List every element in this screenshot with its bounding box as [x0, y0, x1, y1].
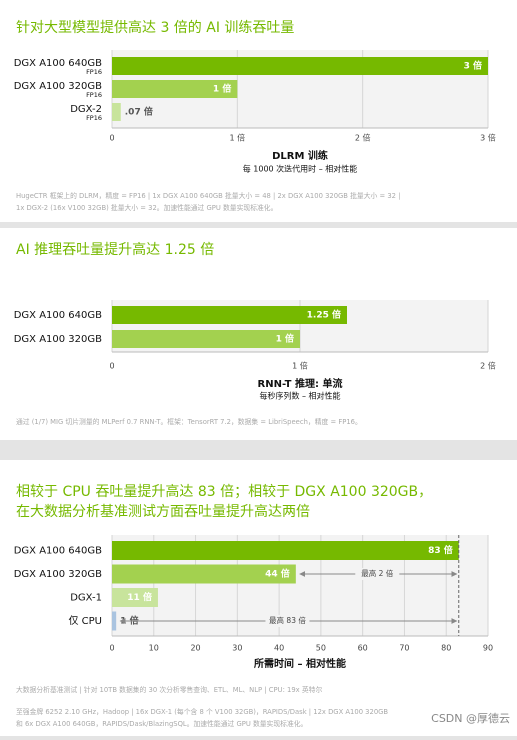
value-label: 44 倍	[265, 568, 290, 580]
x-tick-label: 2 倍	[355, 133, 371, 143]
footnote: 至强金牌 6252 2.10 GHz，Hadoop | 16x DGX-1 (每…	[16, 707, 388, 716]
category-label: DGX A100 640GB	[14, 58, 102, 69]
x-axis-sublabel: 每秒序列数 – 相对性能	[259, 391, 340, 401]
category-label: 仅 CPU	[68, 615, 102, 627]
category-label: DGX A100 320GB	[14, 569, 102, 580]
chart-title: 在大数据分析基准测试方面吞吐量提升高达两倍	[16, 503, 310, 520]
value-label: 1 倍	[276, 333, 294, 345]
footnote: 通过 (1/7) MIG 切片测量的 MLPerf 0.7 RNN-T。框架：T…	[16, 417, 362, 426]
category-note: FP16	[86, 114, 102, 122]
category-note: FP16	[86, 91, 102, 99]
footnote: 大数据分析基准测试 | 针对 10TB 数据集的 30 次分析零售查询、ETL、…	[16, 685, 322, 694]
bar	[112, 611, 117, 631]
annotation-bg	[355, 568, 400, 580]
value-label: 1 倍	[213, 83, 231, 95]
x-axis-label: 所需时间 – 相对性能	[254, 657, 346, 670]
x-tick-label: 70	[399, 644, 409, 653]
category-note: FP16	[86, 68, 102, 76]
x-tick-label: 80	[441, 644, 451, 653]
bar	[112, 306, 347, 324]
x-tick-label: 1 倍	[230, 133, 246, 143]
value-label: 83 倍	[428, 544, 453, 556]
value-label: .07 倍	[125, 106, 153, 118]
x-tick-label: 40	[274, 644, 284, 653]
value-label: 11 倍	[127, 591, 152, 603]
x-tick-label: 2 倍	[480, 361, 496, 371]
bar	[112, 103, 121, 121]
x-tick-label: 0	[109, 362, 114, 371]
bar	[112, 541, 459, 560]
category-label: DGX-1	[70, 593, 102, 604]
value-label: 1.25 倍	[307, 309, 341, 321]
bar	[112, 588, 158, 607]
x-axis-label: DLRM 训练	[272, 149, 328, 162]
annotation: 最高 83 倍	[269, 615, 306, 625]
chart-title: AI 推理吞吐量提升高达 1.25 倍	[16, 241, 214, 258]
category-label: DGX A100 640GB	[14, 546, 102, 557]
x-tick-label: 1 倍	[292, 361, 308, 371]
annotation: 最高 2 倍	[361, 568, 394, 578]
category-label: DGX A100 320GB	[14, 334, 102, 345]
bar	[112, 80, 238, 98]
footnote: 1x DGX-2 (16x V100 32GB) 批量大小 = 32。加速性能通…	[16, 203, 277, 212]
x-tick-label: 90	[483, 644, 493, 653]
footnote: HugeCTR 框架上的 DLRM，精度 = FP16 | 1x DGX A10…	[16, 191, 400, 200]
annotation-bg	[265, 615, 310, 627]
category-label: DGX A100 320GB	[14, 81, 102, 92]
x-tick-label: 30	[232, 644, 242, 653]
bar	[112, 57, 488, 75]
x-tick-label: 20	[190, 644, 200, 653]
x-tick-label: 10	[149, 644, 159, 653]
bar	[112, 564, 296, 584]
footnote: 和 6x DGX A100 640GB，RAPIDS/Dask/BlazingS…	[16, 719, 307, 728]
category-label: DGX A100 640GB	[14, 310, 102, 321]
bar	[112, 330, 300, 348]
category-label: DGX-2	[70, 104, 102, 115]
chart-title: 相较于 CPU 吞吐量提升高达 83 倍；相较于 DGX A100 320GB，	[16, 483, 432, 500]
x-tick-label: 0	[109, 644, 114, 653]
x-axis-sublabel: 每 1000 次迭代用时 – 相对性能	[243, 164, 358, 174]
chart-title: 针对大型模型提供高达 3 倍的 AI 训练吞吐量	[16, 19, 294, 36]
x-tick-label: 50	[316, 644, 326, 653]
value-label: 3 倍	[464, 60, 482, 72]
x-tick-label: 3 倍	[480, 133, 496, 143]
x-tick-label: 60	[358, 644, 368, 653]
x-axis-label: RNN-T 推理: 单流	[258, 377, 343, 390]
x-tick-label: 0	[109, 134, 114, 143]
watermark: CSDN @厚德云	[431, 711, 510, 725]
